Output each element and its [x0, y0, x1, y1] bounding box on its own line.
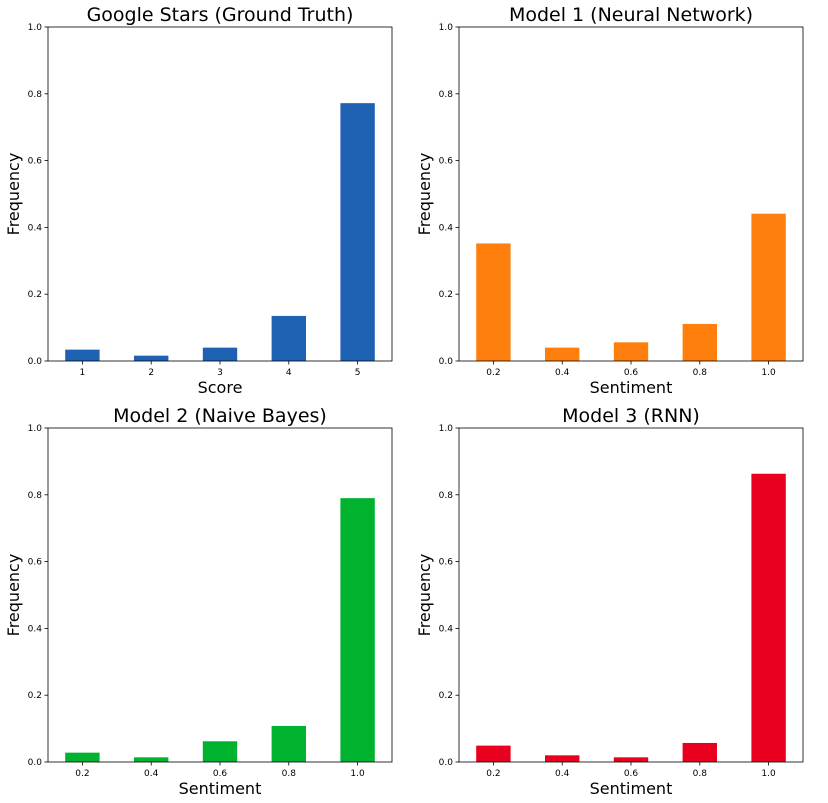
y-axis-label: Frequency: [415, 153, 434, 236]
y-tick-label: 0.0: [28, 357, 43, 367]
x-tick-label: 0.4: [555, 368, 570, 378]
bar-0.4: [545, 347, 580, 361]
y-tick-label: 0.6: [439, 558, 454, 568]
y-tick-label: 0.8: [28, 90, 43, 100]
x-tick-label: 5: [355, 368, 361, 378]
bar-1.0: [751, 473, 786, 762]
bar-0.2: [476, 745, 511, 762]
bar-1: [65, 349, 100, 361]
bar-0.8: [271, 725, 306, 762]
bar-0.2: [65, 752, 100, 762]
y-tick-label: 0.4: [28, 624, 43, 634]
y-tick-label: 0.6: [28, 157, 43, 167]
y-tick-label: 0.6: [28, 558, 43, 568]
x-tick-label: 1: [80, 368, 86, 378]
y-tick-label: 0.2: [28, 691, 42, 701]
x-tick-label: 0.4: [555, 769, 570, 779]
x-tick-label: 1.0: [761, 368, 776, 378]
chart-title: Model 2 (Naive Bayes): [113, 405, 327, 427]
x-tick-label: 0.4: [144, 769, 159, 779]
bar-0.8: [682, 742, 717, 762]
y-tick-label: 0.2: [439, 290, 453, 300]
bar-0.6: [613, 342, 649, 361]
y-tick-label: 0.6: [439, 157, 454, 167]
y-axis-label: Frequency: [4, 554, 23, 637]
bar-1.0: [340, 498, 375, 762]
bar-0.4: [134, 757, 169, 762]
y-tick-label: 0.2: [28, 290, 42, 300]
bar-2: [134, 355, 169, 361]
plot-frame: [458, 26, 804, 362]
chart-panel-4: 0.2 0.4 0.6 0.8 1.0 0.0 0.2 0.4 0.6 0.8 1.0 Model 3…: [415, 405, 804, 798]
chart-title: Model 3 (RNN): [562, 405, 700, 427]
x-tick-label: 4: [286, 368, 292, 378]
bar-5: [340, 103, 375, 362]
bar-0.6: [202, 741, 238, 762]
y-axis-label: Frequency: [415, 554, 434, 637]
plot-frame: [47, 427, 393, 763]
x-axis-label: Sentiment: [590, 779, 673, 798]
bar-0.2: [476, 243, 511, 361]
bar-0.6: [613, 757, 649, 762]
y-tick-label: 1.0: [28, 23, 43, 33]
y-tick-label: 0.8: [28, 491, 43, 501]
y-tick-label: 1.0: [439, 23, 454, 33]
y-tick-label: 1.0: [28, 424, 43, 434]
chart-panel-3: 0.2 0.4 0.6 0.8 1.0 0.0 0.2 0.4 0.6 0.8 1.0 Model 2…: [4, 405, 393, 798]
y-axis-label: Frequency: [4, 153, 23, 236]
y-tick-label: 0.8: [439, 491, 454, 501]
bar-3: [202, 347, 238, 361]
x-axis-label: Sentiment: [179, 779, 262, 798]
x-tick-label: 0.2: [486, 769, 500, 779]
x-tick-label: 1.0: [350, 769, 365, 779]
y-tick-label: 1.0: [439, 424, 454, 434]
y-tick-label: 0.4: [439, 624, 454, 634]
y-tick-label: 0.0: [28, 758, 43, 768]
bar-0.8: [682, 323, 717, 361]
plot-frame: [458, 427, 804, 763]
x-tick-label: 0.6: [624, 368, 639, 378]
y-tick-label: 0.8: [439, 90, 454, 100]
y-tick-label: 0.4: [28, 223, 43, 233]
bar-0.4: [545, 755, 580, 762]
y-tick-label: 0.0: [439, 758, 454, 768]
y-tick-label: 0.2: [439, 691, 453, 701]
chart-panel-1: 1 2 3 4 5 0.0 0.2 0.4 0.6 0.8 1.0 Google Stars (Gro…: [4, 4, 393, 397]
chart-title: Google Stars (Ground Truth): [87, 4, 354, 26]
x-tick-label: 0.2: [75, 769, 89, 779]
bar-4: [271, 315, 306, 361]
x-tick-label: 3: [217, 368, 223, 378]
y-tick-label: 0.4: [439, 223, 454, 233]
x-tick-label: 2: [148, 368, 154, 378]
x-tick-label: 0.2: [486, 368, 500, 378]
x-tick-label: 0.8: [693, 769, 708, 779]
x-tick-label: 0.6: [213, 769, 228, 779]
bar-1.0: [751, 213, 786, 361]
plot-frame: [47, 26, 393, 362]
x-tick-label: 1.0: [761, 769, 776, 779]
chart-panel-2: 0.2 0.4 0.6 0.8 1.0 0.0 0.2 0.4 0.6 0.8 1.0 Model 1…: [415, 4, 804, 397]
y-tick-label: 0.0: [439, 357, 454, 367]
chart-title: Model 1 (Neural Network): [509, 4, 753, 26]
x-tick-label: 0.8: [282, 769, 297, 779]
x-tick-label: 0.6: [624, 769, 639, 779]
x-axis-label: Sentiment: [590, 378, 673, 397]
x-axis-label: Score: [198, 378, 243, 397]
x-tick-label: 0.8: [693, 368, 708, 378]
